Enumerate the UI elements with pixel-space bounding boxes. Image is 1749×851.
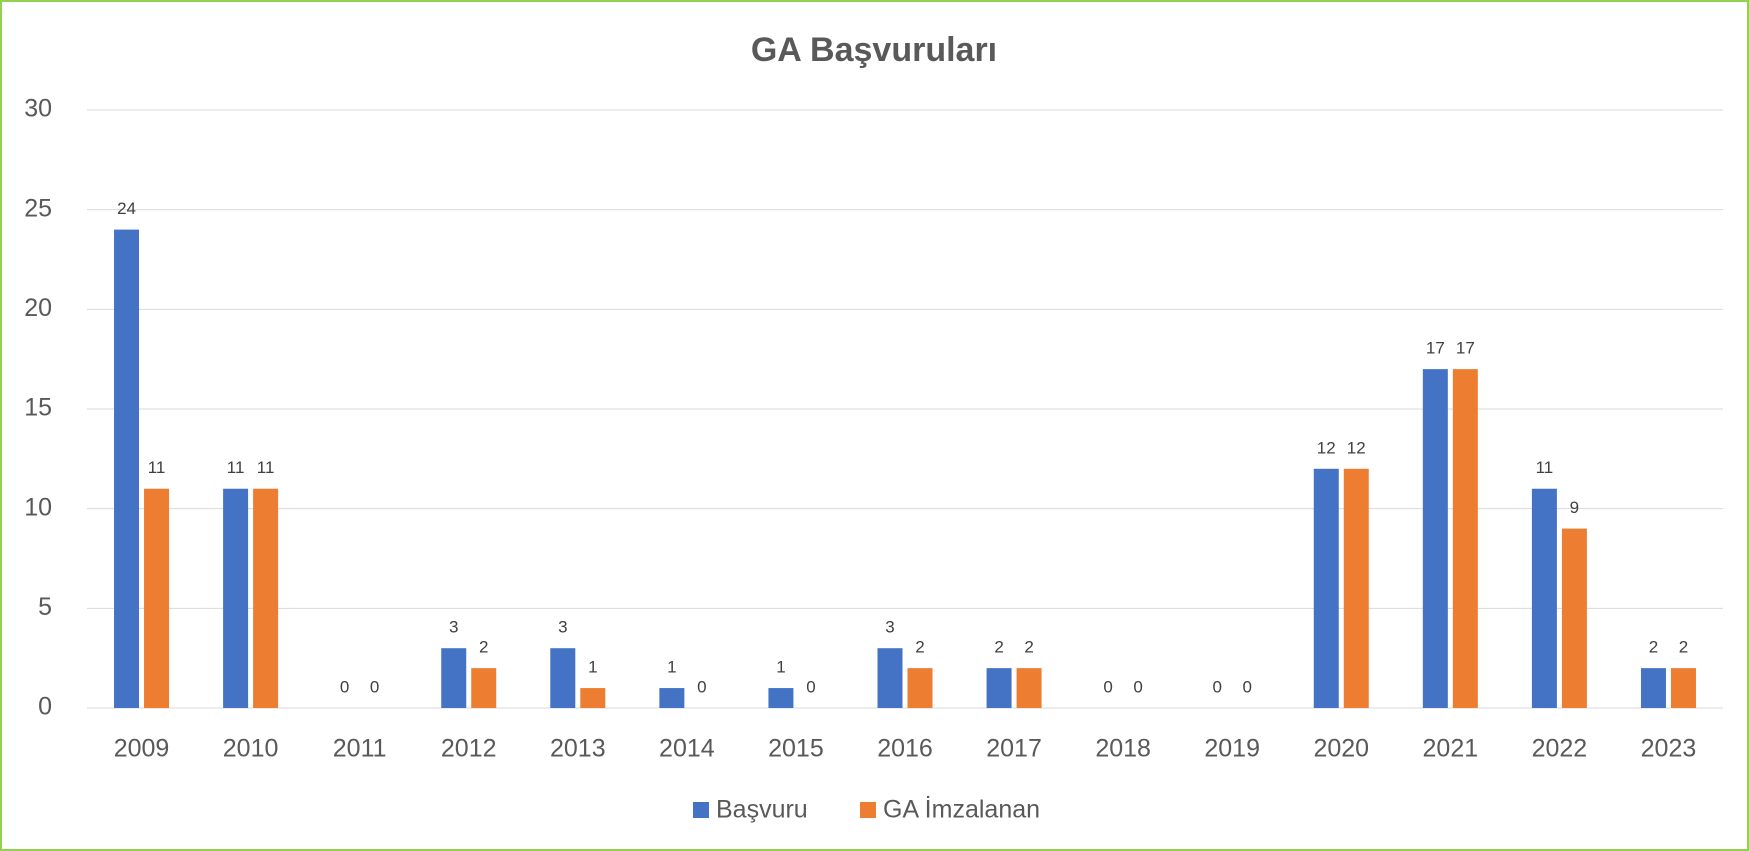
data-label: 2	[994, 638, 1003, 657]
data-label: 2	[1649, 638, 1658, 657]
data-label: 3	[449, 618, 458, 637]
y-tick-label: 0	[38, 693, 52, 721]
data-label: 17	[1456, 339, 1475, 358]
bar	[768, 688, 794, 708]
y-tick-label: 5	[38, 593, 52, 621]
bar	[223, 488, 249, 708]
bar	[471, 668, 497, 708]
bar	[580, 688, 606, 708]
legend-label: Başvuru	[716, 796, 808, 824]
bar	[1531, 488, 1557, 708]
bar	[144, 488, 170, 708]
x-tick-label: 2014	[659, 735, 715, 763]
bar	[1561, 528, 1587, 708]
bar	[1670, 668, 1696, 708]
bar	[1452, 369, 1478, 708]
y-tick-label: 15	[24, 394, 52, 422]
data-label: 0	[340, 677, 349, 696]
bar	[986, 668, 1012, 708]
y-tick-label: 20	[24, 294, 52, 322]
chart-title: GA Başvuruları	[751, 31, 997, 69]
y-tick-label: 10	[24, 493, 52, 521]
data-label: 0	[1242, 677, 1251, 696]
bar	[441, 648, 467, 708]
data-label: 0	[806, 677, 815, 696]
data-label: 24	[117, 199, 136, 218]
data-label: 17	[1426, 339, 1445, 358]
bar	[1640, 668, 1666, 708]
bar	[114, 229, 140, 708]
bar	[659, 688, 685, 708]
bar	[1313, 468, 1339, 708]
data-label: 2	[1024, 638, 1033, 657]
x-tick-label: 2020	[1313, 735, 1369, 763]
x-tick-label: 2021	[1423, 735, 1479, 763]
data-label: 3	[885, 618, 894, 637]
data-label: 2	[479, 638, 488, 657]
data-label: 0	[1103, 677, 1112, 696]
data-label: 12	[1317, 438, 1336, 457]
data-label: 11	[148, 458, 166, 477]
legend-swatch	[693, 802, 709, 818]
data-label: 11	[257, 458, 275, 477]
legend-label: GA İmzalanan	[883, 795, 1040, 824]
data-label: 1	[776, 658, 785, 677]
x-tick-label: 2009	[114, 735, 170, 763]
x-tick-label: 2022	[1532, 735, 1588, 763]
data-label: 0	[1133, 677, 1142, 696]
bar	[1016, 668, 1042, 708]
bar	[1422, 369, 1448, 708]
x-tick-label: 2018	[1095, 735, 1151, 763]
bar	[907, 668, 933, 708]
bar	[1343, 468, 1369, 708]
y-tick-label: 30	[24, 95, 52, 123]
x-tick-label: 2015	[768, 735, 824, 763]
data-label: 2	[915, 638, 924, 657]
data-label: 9	[1570, 498, 1579, 517]
x-tick-label: 2011	[333, 735, 387, 763]
data-label: 11	[1536, 458, 1554, 477]
bar	[550, 648, 576, 708]
x-tick-label: 2023	[1641, 735, 1697, 763]
data-label: 11	[227, 458, 245, 477]
bar	[877, 648, 903, 708]
data-label: 0	[697, 677, 706, 696]
data-label: 12	[1347, 438, 1366, 457]
x-tick-label: 2010	[223, 735, 279, 763]
x-tick-label: 2012	[441, 735, 497, 763]
data-label: 3	[558, 618, 567, 637]
data-label: 0	[370, 677, 379, 696]
y-tick-label: 25	[24, 194, 52, 222]
bar	[253, 488, 279, 708]
data-label: 2	[1679, 638, 1688, 657]
data-label: 1	[667, 658, 676, 677]
x-tick-label: 2016	[877, 735, 933, 763]
data-label: 0	[1212, 677, 1221, 696]
legend-swatch	[860, 802, 876, 818]
x-tick-label: 2019	[1204, 735, 1260, 763]
x-tick-label: 2017	[986, 735, 1042, 763]
data-label: 1	[588, 658, 597, 677]
x-tick-label: 2013	[550, 735, 606, 763]
